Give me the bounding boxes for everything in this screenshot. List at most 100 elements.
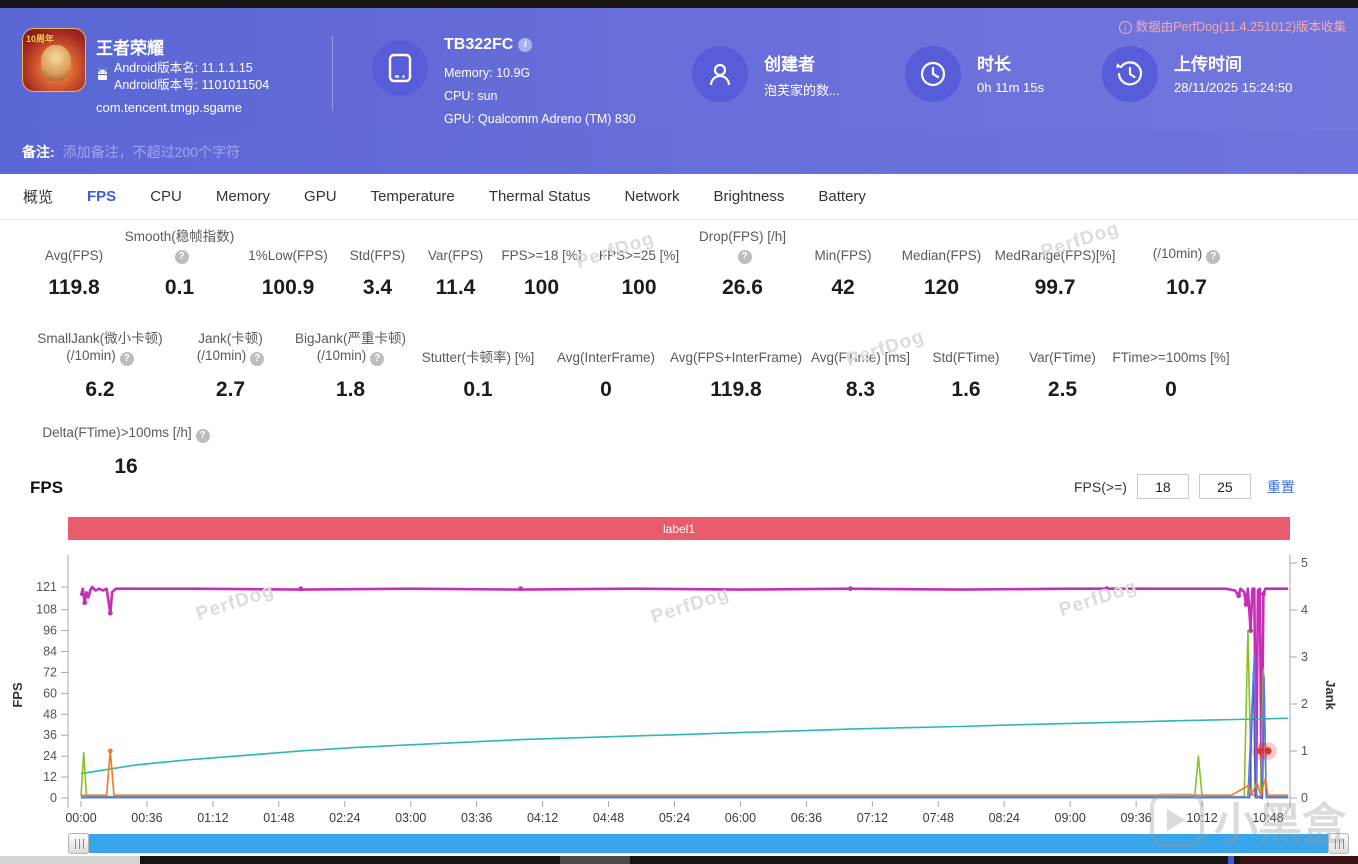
svg-text:121: 121 xyxy=(36,580,57,594)
svg-text:03:36: 03:36 xyxy=(461,811,492,825)
tab-fps[interactable]: FPS xyxy=(87,188,117,205)
svg-text:00:00: 00:00 xyxy=(65,811,96,825)
stat-FPS>=25-%-: FPS>=25 [%] 100 xyxy=(588,247,690,300)
svg-text:0: 0 xyxy=(50,791,57,805)
info-icon: i xyxy=(1118,21,1132,34)
game-icon-art xyxy=(41,45,71,81)
stat-SmallJank(微小卡顿): SmallJank(微小卡顿) (/10min)? 6.2 xyxy=(26,330,174,402)
svg-text:10:48: 10:48 xyxy=(1252,811,1283,825)
stat-value: 2.7 xyxy=(215,378,246,401)
device-memory: Memory: 10.9G xyxy=(444,66,531,80)
help-icon[interactable]: ? xyxy=(737,250,752,264)
svg-text:3: 3 xyxy=(1301,650,1308,664)
svg-text:84: 84 xyxy=(43,645,57,659)
device-cpu: CPU: sun xyxy=(444,89,498,103)
stat-value: 3.4 xyxy=(362,276,393,299)
stat-value: 100.9 xyxy=(261,276,315,299)
device-gpu: GPU: Qualcomm Adreno (TM) 830 xyxy=(444,112,636,126)
help-icon[interactable]: ? xyxy=(174,250,189,264)
stat-value: 1.6 xyxy=(951,378,981,401)
tab-thermal-status[interactable]: Thermal Status xyxy=(488,188,591,205)
svg-text:01:12: 01:12 xyxy=(197,811,228,825)
svg-text:96: 96 xyxy=(43,624,57,638)
fps-summary-stats: Avg(FPS) 119.8 Smooth(稳帧指数)? 0.1 1%Low(FPS) 1… xyxy=(0,220,1358,479)
note-bar[interactable]: 备注: 添加备注，不超过200个字符 xyxy=(0,130,1358,174)
series-label-bar[interactable]: label1 xyxy=(68,517,1290,540)
android-version-name: Android版本名: 11.1.1.15 xyxy=(114,61,253,75)
upload-time-value: 28/11/2025 15:24:50 xyxy=(1174,80,1293,95)
android-version-block: Android版本名: 11.1.1.15 Android版本号: 110101… xyxy=(96,60,269,94)
tab-gpu[interactable]: GPU xyxy=(304,188,337,205)
tab-battery[interactable]: Battery xyxy=(818,188,866,205)
metric-tabs: 概览 FPS CPU Memory GPU Temperature Thermal Stat… xyxy=(0,174,1358,220)
report-header: i 数据由PerfDog(11.4.251012)版本收集 10周年 王者荣耀 A… xyxy=(0,8,1358,130)
help-icon[interactable]: ? xyxy=(119,352,134,366)
bottom-strip-seg xyxy=(1228,856,1234,864)
tab-概览[interactable]: 概览 xyxy=(23,189,54,206)
slider-left-handle[interactable] xyxy=(68,833,89,854)
stat-value: 0.1 xyxy=(164,276,195,299)
bottom-strip-seg xyxy=(560,856,630,864)
svg-text:12: 12 xyxy=(43,770,57,784)
tab-network[interactable]: Network xyxy=(624,188,680,205)
stat-Drop(FPS)-/h-: Drop(FPS) [/h]? 26.6 xyxy=(690,228,795,300)
svg-text:03:00: 03:00 xyxy=(395,811,426,825)
device-icon xyxy=(372,40,428,96)
stat-(/10min): · ·· ·(/10min)?10.7 xyxy=(1118,240,1255,300)
stat-MedRange(FPS)-%-: MedRange(FPS)[%] 99.7 xyxy=(992,247,1118,300)
stat-1%Low(FPS): 1%Low(FPS) 100.9 xyxy=(237,247,339,300)
svg-text:00:36: 00:36 xyxy=(131,811,162,825)
fps-threshold-filter: FPS(>=) 重置 xyxy=(1074,474,1295,499)
time-range-slider[interactable] xyxy=(68,833,1349,854)
slider-track[interactable] xyxy=(89,834,1328,853)
svg-text:05:24: 05:24 xyxy=(659,811,690,825)
svg-text:2: 2 xyxy=(1301,697,1308,711)
stat-Smooth(稳帧指数): Smooth(稳帧指数)? 0.1 xyxy=(122,228,237,300)
fps-threshold1-input[interactable] xyxy=(1136,474,1189,499)
help-icon[interactable]: ? xyxy=(1206,250,1221,264)
fps-section-title: FPS xyxy=(30,478,64,497)
bottom-strip-seg xyxy=(1240,856,1358,864)
bottom-next-section-strip xyxy=(0,856,1358,864)
stat-Var(FPS): Var(FPS) 11.4 xyxy=(416,247,495,300)
svg-text:Jank: Jank xyxy=(1323,680,1338,710)
stat-Avg(FPS-InterFrame): Avg(FPS+InterFrame) 119.8 xyxy=(670,350,803,401)
svg-text:06:36: 06:36 xyxy=(791,811,822,825)
help-icon[interactable]: ? xyxy=(370,352,385,366)
svg-text:06:00: 06:00 xyxy=(725,811,756,825)
note-placeholder: 添加备注，不超过200个字符 xyxy=(62,144,241,160)
svg-text:24: 24 xyxy=(43,749,57,763)
svg-text:4: 4 xyxy=(1301,603,1308,617)
android-icon xyxy=(96,67,109,87)
svg-text:FPS: FPS xyxy=(10,682,25,708)
slider-right-handle[interactable] xyxy=(1328,833,1349,854)
tab-cpu[interactable]: CPU xyxy=(150,188,182,205)
stat-value: 0.1 xyxy=(463,378,493,401)
anniversary-badge: 10周年 xyxy=(26,34,55,44)
reset-button[interactable]: 重置 xyxy=(1266,478,1295,495)
fps-threshold2-input[interactable] xyxy=(1198,474,1251,499)
stat-value: 1.8 xyxy=(335,378,366,401)
stat-Avg(FTime)-ms-: Avg(FTime) [ms] 8.3 xyxy=(802,349,919,402)
stat-value: 6.2 xyxy=(85,378,115,401)
stat-value: 42 xyxy=(831,276,855,299)
stat-Avg(InterFrame): Avg(InterFrame) 0 xyxy=(542,349,670,402)
device-info-icon[interactable]: i xyxy=(518,38,533,52)
tab-memory[interactable]: Memory xyxy=(215,188,271,205)
svg-text:1: 1 xyxy=(1301,744,1308,758)
svg-text:07:12: 07:12 xyxy=(857,811,888,825)
note-label: 备注: xyxy=(22,144,55,160)
svg-text:36: 36 xyxy=(43,728,57,742)
stat-value: 119.8 xyxy=(48,276,100,299)
fps-chart: 0 12 24 36 48 60 72 84 96 108 121 0 1 2 3 4 5 FPS Jank 00:0… xyxy=(0,545,1358,830)
help-icon[interactable]: ? xyxy=(250,352,265,366)
duration-icon xyxy=(905,46,961,102)
help-icon[interactable]: ? xyxy=(195,429,210,443)
stat-value: 0 xyxy=(1165,378,1177,401)
tab-temperature[interactable]: Temperature xyxy=(370,188,455,205)
creator-icon xyxy=(692,46,748,102)
game-app-icon: 10周年 xyxy=(22,28,86,92)
tab-brightness[interactable]: Brightness xyxy=(713,188,785,205)
